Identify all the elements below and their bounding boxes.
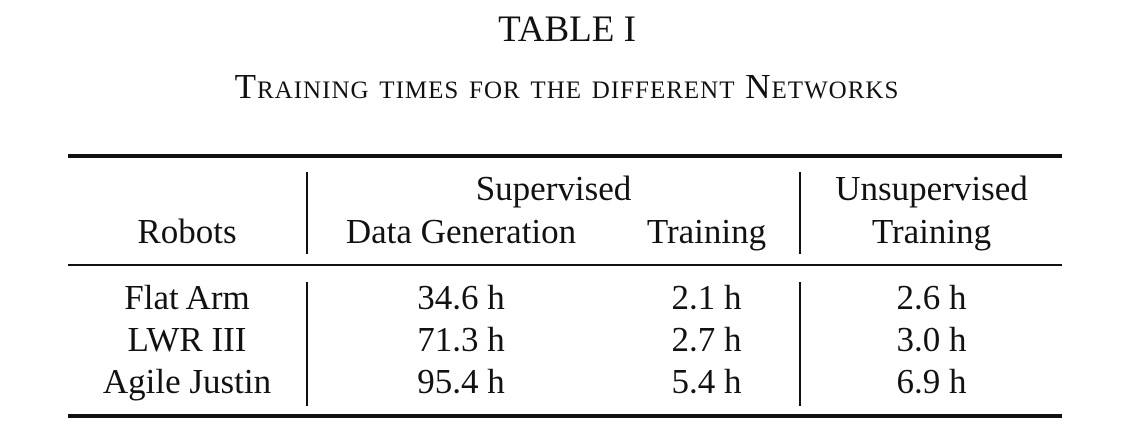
row-1-data-generation: 34.6 h	[417, 278, 505, 317]
header-divider-robots	[306, 172, 308, 254]
row-3-unsupervised-training: 6.9 h	[896, 362, 967, 401]
body-divider-unsupervised	[799, 282, 801, 406]
row-1-robot: Flat Arm	[124, 278, 250, 317]
table-label: TABLE I	[498, 9, 636, 50]
row-3-supervised-training: 5.4 h	[671, 362, 742, 401]
header-divider-unsupervised	[799, 172, 801, 254]
row-1-supervised-training: 2.1 h	[671, 278, 742, 317]
row-2-supervised-training: 2.7 h	[671, 320, 742, 359]
header-rule	[68, 264, 1062, 266]
header-data-generation: Data Generation	[345, 212, 577, 251]
table-caption: Training times for the different Network…	[234, 67, 900, 106]
row-2-data-generation: 71.3 h	[417, 320, 505, 359]
header-unsupervised: Unsupervised	[835, 169, 1028, 208]
row-3-data-generation: 95.4 h	[417, 362, 505, 401]
header-robots: Robots	[137, 212, 237, 251]
body-divider-robots	[306, 282, 308, 406]
header-supervised: Supervised	[475, 169, 632, 208]
row-2-robot: LWR III	[127, 320, 247, 359]
row-3-robot: Agile Justin	[102, 362, 272, 401]
header-supervised-training: Training	[646, 212, 767, 251]
header-unsupervised-training: Training	[871, 212, 992, 251]
bottom-rule	[68, 414, 1062, 418]
row-2-unsupervised-training: 3.0 h	[896, 320, 967, 359]
row-1-unsupervised-training: 2.6 h	[896, 278, 967, 317]
top-rule	[68, 154, 1062, 158]
